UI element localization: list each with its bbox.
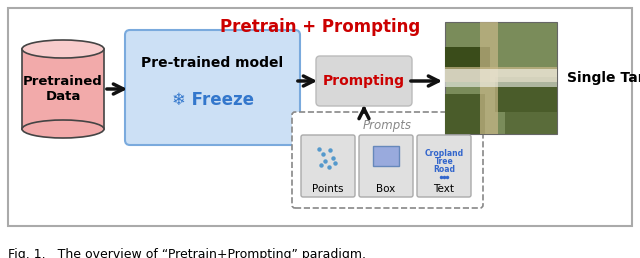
Ellipse shape [22, 40, 104, 58]
FancyBboxPatch shape [8, 8, 632, 226]
Text: ❄ Freeze: ❄ Freeze [172, 91, 253, 109]
Bar [445, 94, 485, 134]
FancyBboxPatch shape [125, 30, 300, 145]
Bar [480, 22, 498, 134]
Text: Pre-trained model: Pre-trained model [141, 56, 284, 70]
FancyBboxPatch shape [301, 135, 355, 197]
Ellipse shape [22, 120, 104, 138]
Text: Single Target Sample: Single Target Sample [567, 71, 640, 85]
FancyBboxPatch shape [292, 112, 483, 208]
Text: Pretrained
Data: Pretrained Data [23, 75, 103, 103]
Text: Tree: Tree [435, 157, 453, 165]
Bar [445, 22, 557, 134]
Bar [505, 79, 557, 134]
Text: Text: Text [433, 184, 454, 194]
Bar [445, 47, 490, 82]
Bar [445, 69, 557, 87]
Text: Road: Road [433, 165, 455, 173]
Bar [22, 49, 104, 129]
FancyBboxPatch shape [417, 135, 471, 197]
FancyBboxPatch shape [359, 135, 413, 197]
Text: Fig. 1.   The overview of “Pretrain+Prompting” paradigm.: Fig. 1. The overview of “Pretrain+Prompt… [8, 248, 366, 258]
Text: Prompts: Prompts [363, 118, 412, 132]
Bar [373, 146, 399, 166]
Text: Points: Points [312, 184, 344, 194]
Bar [495, 77, 557, 112]
Text: Prompting: Prompting [323, 74, 405, 88]
Text: Box: Box [376, 184, 396, 194]
Bar [445, 67, 557, 82]
Text: Pretrain + Prompting: Pretrain + Prompting [220, 18, 420, 36]
FancyBboxPatch shape [316, 56, 412, 106]
Text: Cropland: Cropland [424, 149, 463, 157]
